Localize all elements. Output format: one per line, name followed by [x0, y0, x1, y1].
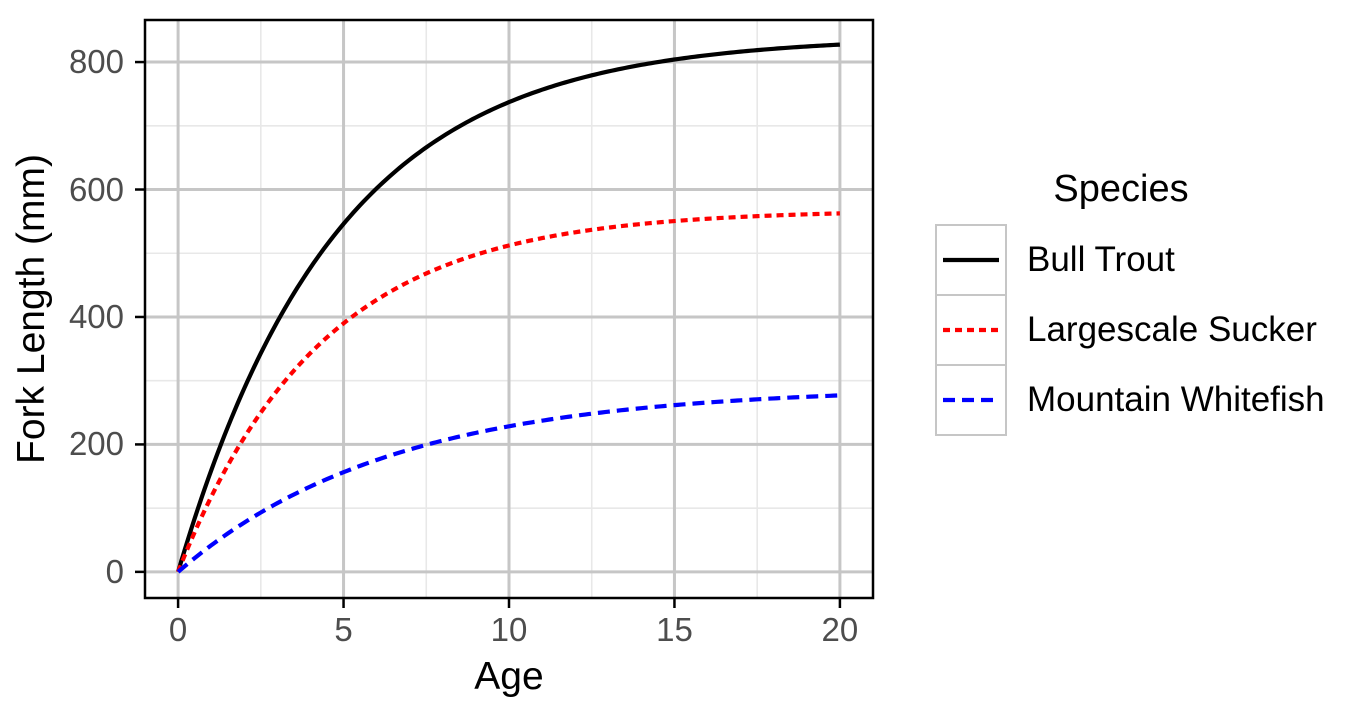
legend-key-line-largescale-sucker: [943, 327, 999, 333]
y-axis-title-text: Fork Length (mm): [10, 154, 53, 464]
x-tick-label: 20: [821, 611, 859, 648]
legend-key-bull-trout: [935, 224, 1007, 296]
x-tick-label: 10: [490, 611, 528, 648]
y-axis-title: Fork Length (mm): [6, 20, 58, 598]
legend-key-line-bull-trout: [943, 257, 999, 263]
y-tick-label: 200: [68, 425, 124, 463]
curve-largescale-sucker: [176, 211, 840, 573]
x-tick-label: 15: [656, 611, 693, 648]
legend-label-largescale-sucker: Largescale Sucker: [1027, 310, 1317, 349]
legend-item-mountain-whitefish: Mountain Whitefish: [935, 364, 1325, 436]
legend-item-largescale-sucker: Largescale Sucker: [935, 294, 1325, 366]
y-tick-label: 600: [68, 170, 124, 208]
plot-panel: [135, 18, 875, 608]
legend: Species Bull Trout Largescale Sucker Mou…: [935, 166, 1325, 436]
legend-title: Species: [1053, 168, 1189, 210]
x-tick-label: 5: [334, 611, 353, 648]
curve-mountain-whitefish: [176, 393, 840, 574]
legend-key-largescale-sucker: [935, 294, 1007, 366]
legend-item-bull-trout: Bull Trout: [935, 224, 1325, 296]
curve-bull-trout: [176, 42, 841, 573]
legend-key-mountain-whitefish: [935, 364, 1007, 436]
legend-label-bull-trout: Bull Trout: [1027, 240, 1175, 279]
y-tick-label: 400: [68, 297, 124, 335]
x-tick-label: 0: [168, 611, 188, 648]
legend-label-mountain-whitefish: Mountain Whitefish: [1027, 380, 1325, 419]
x-axis-title: Age: [474, 655, 544, 698]
y-tick-label: 800: [68, 43, 124, 81]
legend-key-line-mountain-whitefish: [943, 397, 999, 403]
y-tick-label: 0: [105, 552, 124, 590]
